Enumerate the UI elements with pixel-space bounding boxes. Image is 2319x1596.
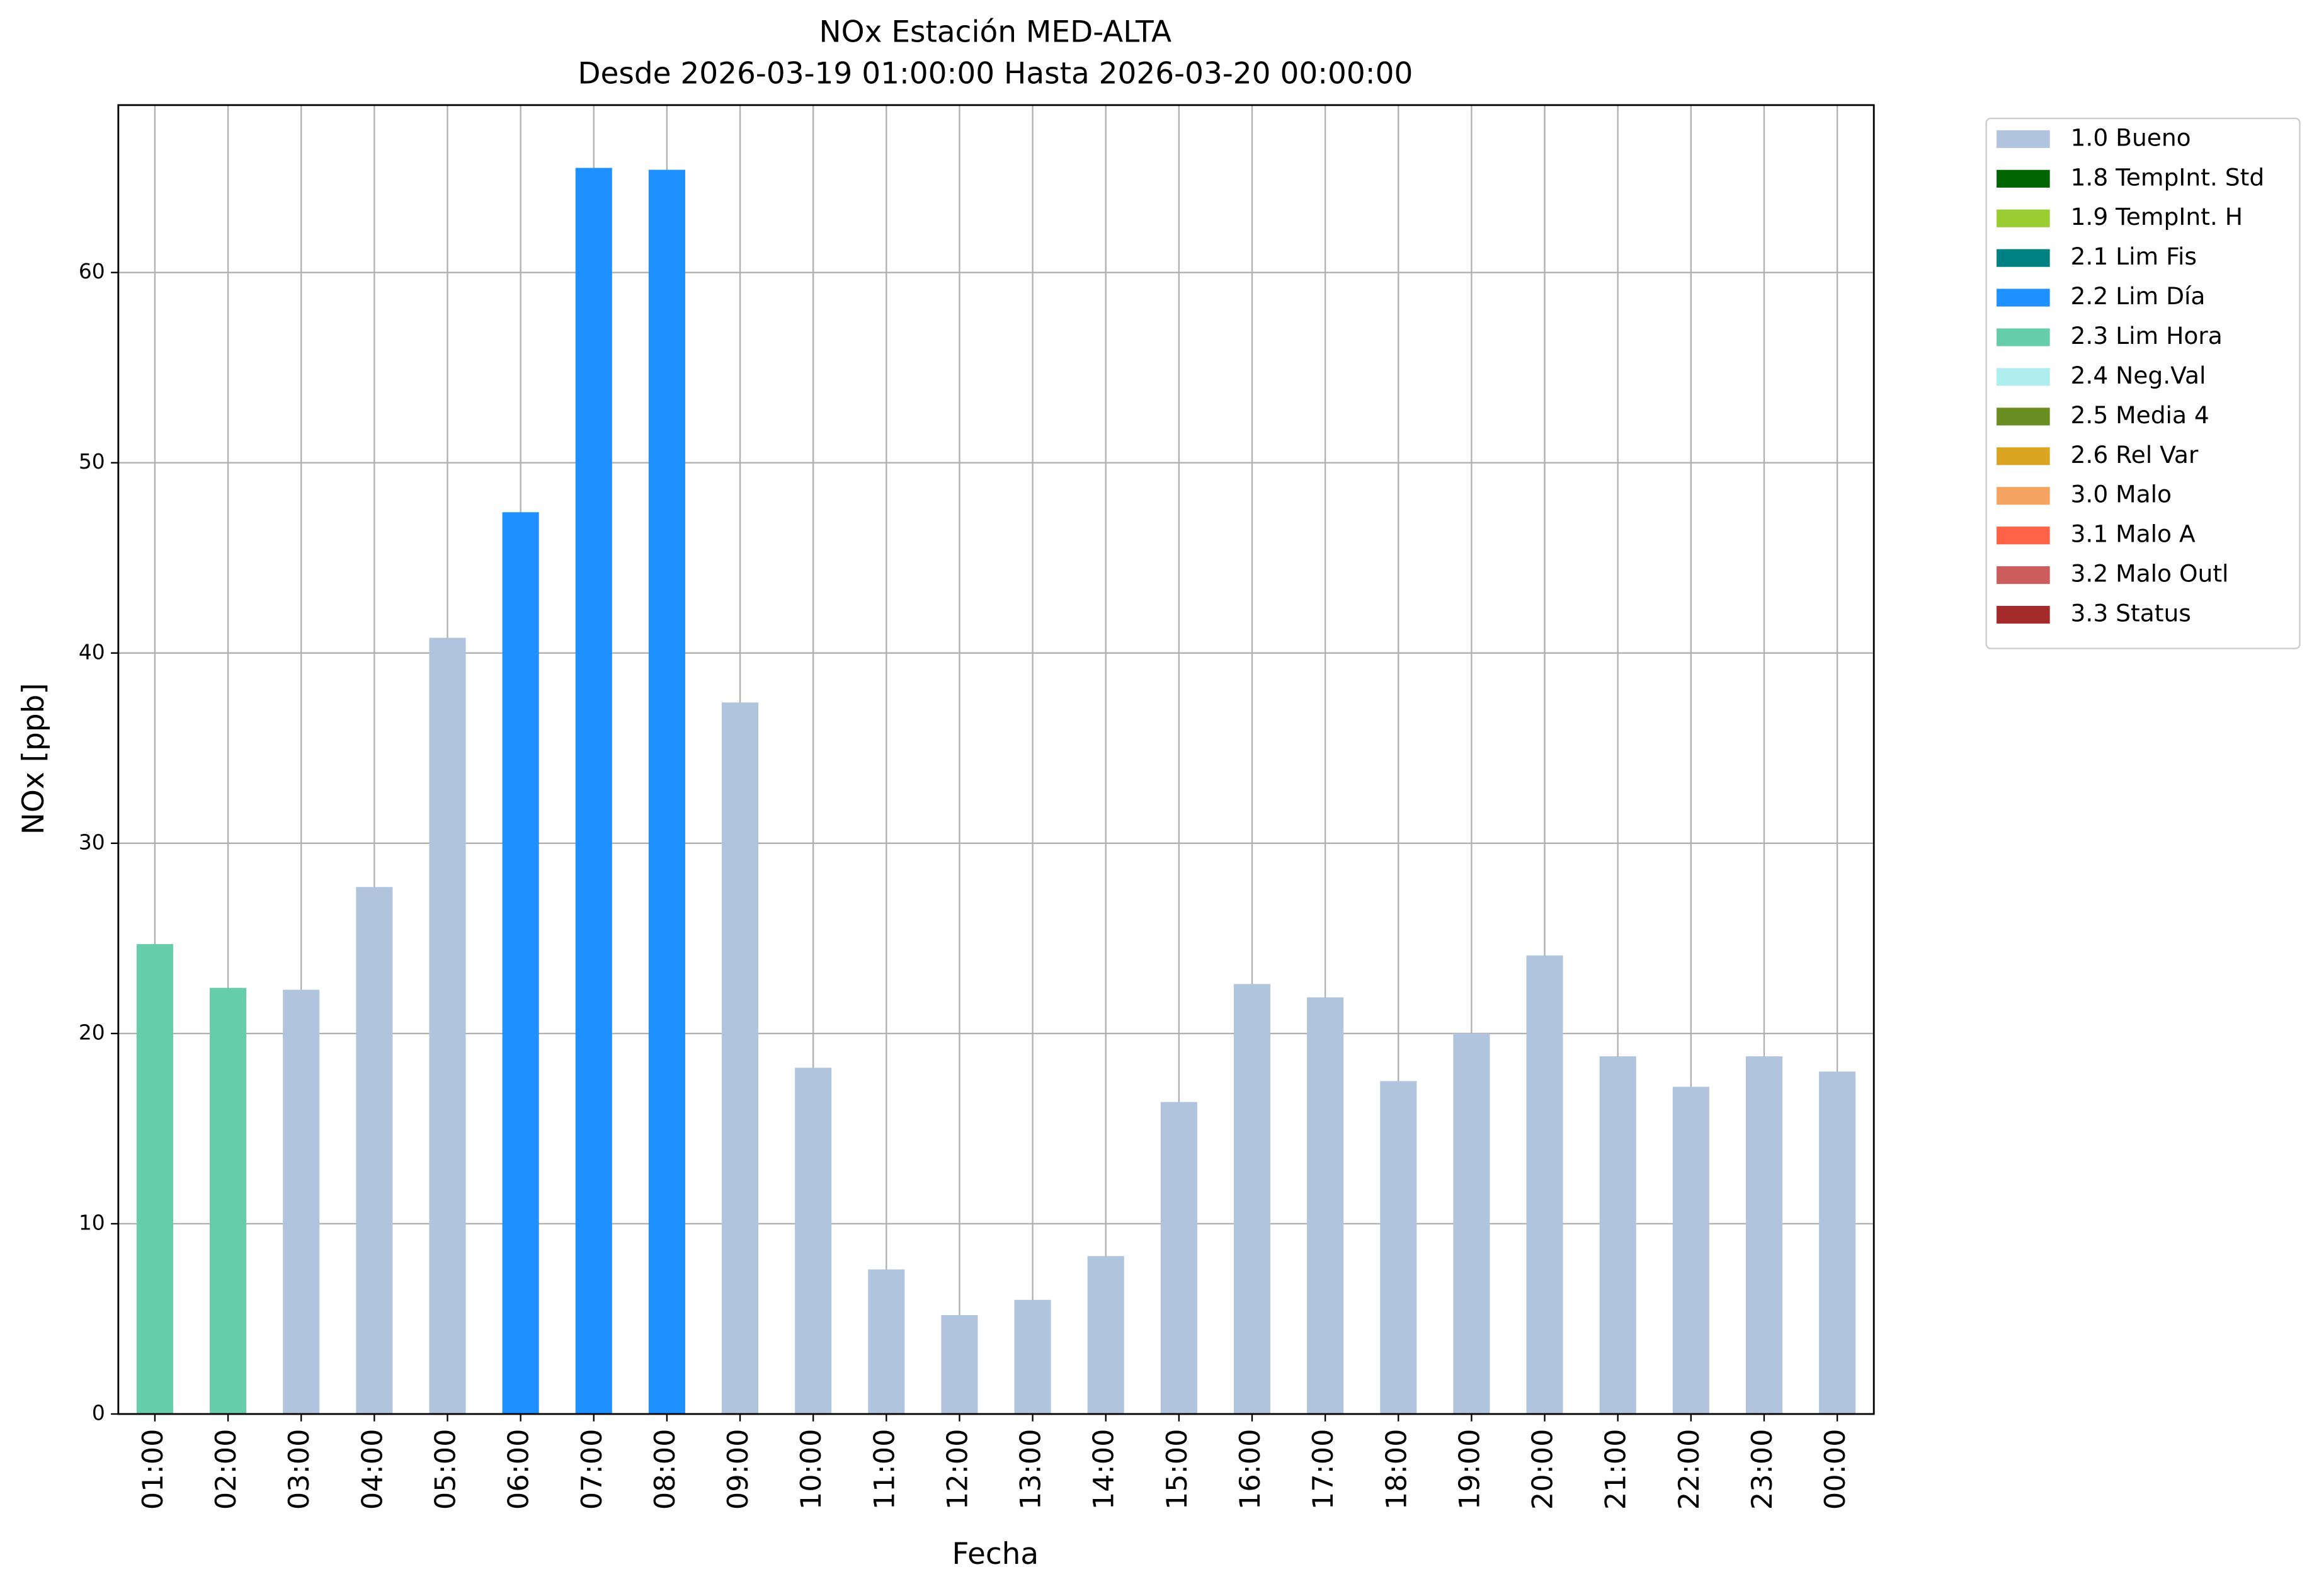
legend-swatch [1997,447,2050,465]
y-tick-label: 0 [92,1401,105,1425]
bar [575,168,612,1415]
x-tick-label: 03:00 [283,1429,316,1510]
bar [502,512,539,1415]
y-tick-label: 40 [79,639,105,664]
y-axis-label: NOx [ppb] [16,683,51,835]
legend-swatch [1997,328,2050,346]
legend-label: 3.0 Malo [2071,481,2172,508]
plot-frame [117,104,1875,1415]
x-tick-label: 06:00 [503,1429,535,1510]
bar [1599,1056,1636,1415]
x-tick-label: 02:00 [210,1429,242,1510]
legend-label: 2.2 Lim Día [2071,282,2206,310]
x-tick-label: 10:00 [795,1429,828,1510]
legend-swatch [1997,566,2050,584]
x-tick-label: 04:00 [356,1429,389,1510]
x-tick-label: 22:00 [1673,1429,1706,1510]
legend-label: 3.1 Malo A [2071,520,2196,548]
legend-swatch [1997,209,2050,227]
legend-label: 2.3 Lim Hora [2071,322,2223,350]
x-tick-label: 05:00 [429,1429,462,1510]
legend-label: 2.6 Rel Var [2071,441,2199,469]
legend-swatch [1997,527,2050,545]
legend-label: 1.0 Bueno [2071,123,2191,151]
bar [1087,1256,1124,1415]
bar [210,988,247,1415]
x-tick-label: 18:00 [1380,1429,1413,1510]
y-tick-label: 50 [79,449,105,474]
legend-label: 1.8 TempInt. Std [2071,163,2265,191]
bar [795,1068,832,1415]
legend-swatch [1997,249,2050,267]
legend-swatch [1997,487,2050,505]
x-tick-label: 01:00 [137,1429,169,1510]
bar [941,1314,978,1415]
legend-label: 3.2 Malo Outl [2071,560,2229,588]
bar [1014,1299,1051,1415]
bar [1307,997,1344,1415]
x-axis-label: Fecha [952,1537,1039,1571]
bar [356,887,393,1415]
bar [1672,1086,1709,1415]
bar [868,1269,905,1415]
x-tick-label: 07:00 [576,1429,608,1510]
bar [1453,1033,1490,1415]
legend-swatch [1997,408,2050,426]
x-tick-label: 15:00 [1161,1429,1194,1510]
x-tick-label: 12:00 [941,1429,974,1510]
x-tick-label: 08:00 [649,1429,681,1510]
x-tick-label: 13:00 [1015,1429,1047,1510]
chart-title: NOx Estación MED-ALTA [819,15,1172,50]
legend-box [1985,117,2301,649]
x-tick-label: 14:00 [1088,1429,1120,1510]
bar [722,702,759,1415]
legend-swatch [1997,605,2050,624]
bar [429,637,466,1415]
x-tick-label: 09:00 [722,1429,755,1510]
x-tick-label: 20:00 [1527,1429,1559,1510]
bar [1380,1081,1417,1415]
bar [1233,984,1271,1415]
x-tick-label: 16:00 [1234,1429,1267,1510]
bar [1160,1102,1197,1415]
x-tick-label: 11:00 [868,1429,901,1510]
y-tick-label: 10 [79,1210,105,1234]
bar [1745,1056,1783,1415]
legend-swatch [1997,368,2050,386]
y-tick-label: 60 [79,259,105,283]
y-tick-label: 30 [79,829,105,854]
x-tick-label: 23:00 [1746,1429,1779,1510]
legend-swatch [1997,169,2050,188]
legend-label: 1.9 TempInt. H [2071,203,2243,231]
x-tick-label: 00:00 [1819,1429,1852,1510]
legend-label: 3.3 Status [2071,600,2191,627]
x-tick-label: 19:00 [1453,1429,1486,1510]
legend-label: 2.1 Lim Fis [2071,242,2197,270]
x-tick-label: 17:00 [1307,1429,1340,1510]
bar [136,943,173,1415]
x-tick-label: 21:00 [1600,1429,1632,1510]
legend-swatch [1997,130,2050,148]
legend-label: 2.4 Neg.Val [2071,362,2206,389]
y-tick-label: 20 [79,1020,105,1044]
bar [1819,1071,1856,1415]
bar [648,169,685,1415]
bar [283,989,320,1415]
chart-subtitle: Desde 2026-03-19 01:00:00 Hasta 2026-03-… [578,56,1413,91]
bar [1526,955,1563,1415]
legend-label: 2.5 Media 4 [2071,401,2209,429]
legend-swatch [1997,288,2050,307]
